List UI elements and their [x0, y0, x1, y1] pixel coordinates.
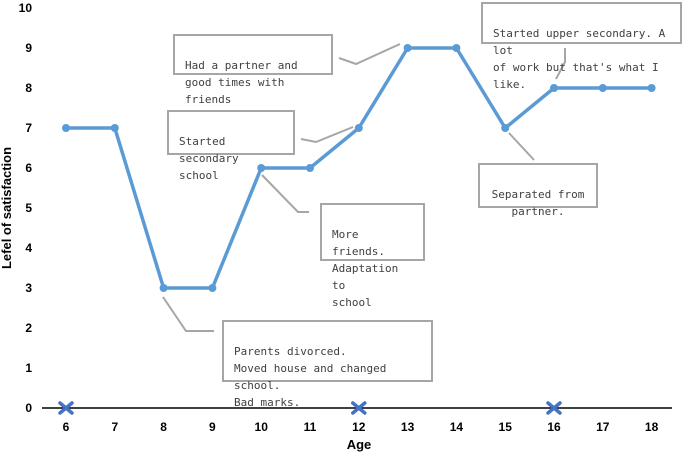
- annotation-partner: Had a partner and good times with friend…: [173, 34, 333, 106]
- data-point: [257, 164, 266, 172]
- data-point: [110, 124, 119, 132]
- x-tick-label: 12: [352, 420, 366, 434]
- x-icon: [546, 401, 562, 415]
- x-tick-label: 6: [63, 420, 70, 434]
- data-point: [159, 284, 168, 292]
- y-tick-label: 5: [25, 201, 32, 215]
- x-tick-label: 13: [401, 420, 415, 434]
- annotation-secondary: Started secondary school: [167, 110, 295, 182]
- x-tick-label: 7: [111, 420, 118, 434]
- annotation-upper: Started upper secondary. A lot of work b…: [481, 2, 682, 91]
- annotation-secondary-text: Started secondary school: [179, 135, 239, 182]
- leader-partner: [338, 43, 401, 66]
- annotation-friends: More friends. Adaptation to school: [320, 203, 425, 309]
- annotation-divorce: Parents divorced. Moved house and change…: [222, 320, 433, 409]
- annotation-friends-text: More friends. Adaptation to school: [332, 228, 399, 309]
- y-tick-label: 4: [25, 241, 32, 255]
- annotation-leaders: [162, 43, 566, 332]
- x-tick-label: 15: [499, 420, 513, 434]
- y-axis-title: Lefel of satisfaction: [0, 147, 14, 269]
- x-tick-label: 10: [255, 420, 269, 434]
- y-tick-label: 2: [25, 321, 32, 335]
- data-point: [550, 84, 558, 92]
- x-tick-label: 14: [450, 420, 464, 434]
- x-marker-stroke: [351, 401, 367, 415]
- data-point: [354, 124, 363, 132]
- data-point: [598, 84, 607, 92]
- leader-secondary: [300, 126, 354, 144]
- y-tick-label: 1: [25, 361, 32, 375]
- leader-separated: [508, 132, 535, 161]
- leader-divorce: [162, 296, 214, 332]
- y-tick-label: 9: [25, 41, 32, 55]
- x-tick-label: 16: [547, 420, 561, 434]
- axis-markers: [58, 401, 562, 415]
- data-point: [452, 44, 461, 52]
- data-point: [403, 44, 412, 52]
- x-marker-stroke: [546, 401, 562, 415]
- x-tick-label: 11: [304, 420, 317, 434]
- y-tick-label: 7: [25, 121, 32, 135]
- x-tick-label: 8: [160, 420, 167, 434]
- leader-upper: [555, 48, 566, 80]
- leader-friends: [261, 174, 309, 213]
- y-tick-label: 8: [25, 81, 32, 95]
- x-icon: [58, 401, 74, 415]
- y-tick-label: 3: [25, 281, 32, 295]
- y-tick-label: 0: [25, 401, 32, 415]
- y-tick-label: 10: [19, 1, 33, 15]
- x-tick-label: 9: [209, 420, 216, 434]
- x-icon: [351, 401, 367, 415]
- data-point: [62, 124, 70, 132]
- x-tick-label: 17: [596, 420, 610, 434]
- annotation-upper-text: Started upper secondary. A lot of work b…: [493, 27, 666, 91]
- series: [62, 44, 656, 292]
- x-marker-stroke: [58, 401, 74, 415]
- annotation-partner-text: Had a partner and good times with friend…: [185, 59, 298, 106]
- annotation-divorce-text: Parents divorced. Moved house and change…: [234, 345, 387, 409]
- data-point: [208, 284, 217, 292]
- annotation-separated: Separated from partner.: [478, 163, 598, 218]
- y-tick-label: 6: [25, 161, 32, 175]
- data-point: [306, 164, 314, 172]
- x-tick-label: 18: [645, 420, 659, 434]
- data-point: [647, 84, 656, 92]
- annotation-separated-text: Separated from partner.: [491, 188, 585, 218]
- data-point: [501, 124, 510, 132]
- x-axis-title: Age: [347, 437, 372, 452]
